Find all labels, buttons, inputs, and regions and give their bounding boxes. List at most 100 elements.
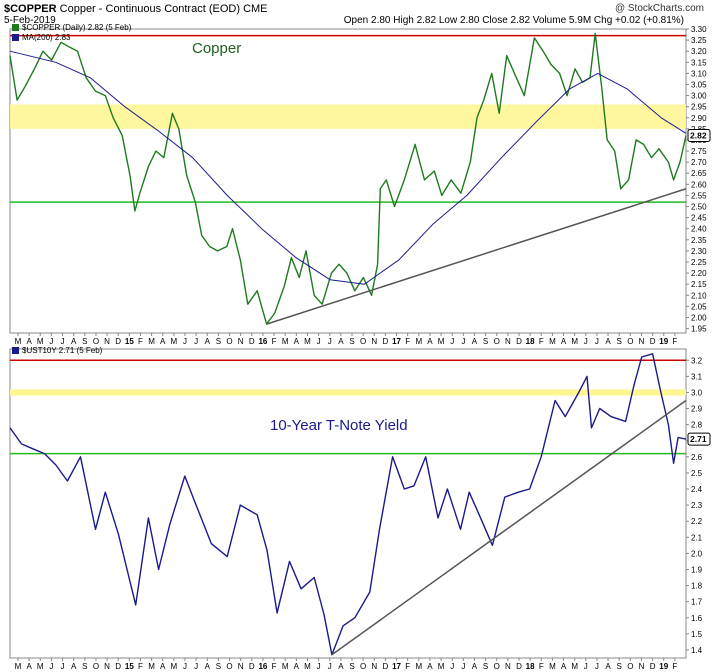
panel2-xtick-label: J: [183, 662, 187, 671]
panel1-xtick-label: A: [472, 337, 478, 346]
panel1-ytick-label: 1.95: [691, 325, 707, 334]
exchange-label: CME: [243, 3, 268, 15]
panel2-xtick-label: N: [238, 662, 244, 671]
panel1-xtick-label: F: [672, 337, 677, 346]
panel1-ytick-label: 2.95: [691, 103, 707, 112]
panel1-ytick-label: 3.20: [691, 47, 707, 56]
panel1-xtick-label: D: [383, 337, 389, 346]
panel1-xtick-label: F: [405, 337, 410, 346]
panel1-last-value-label: 2.82: [690, 131, 707, 141]
chart-date: 5-Feb-2019: [4, 15, 56, 26]
panel1-xtick-label: D: [650, 337, 656, 346]
panel1-legend-swatch: [12, 34, 19, 41]
panel1-ytick-label: 2.10: [691, 291, 707, 300]
panel2-xtick-label: D: [115, 662, 121, 671]
panel1-xtick-label: M: [37, 337, 44, 346]
panel2-ytick-label: 3.1: [691, 372, 703, 381]
panel1-xtick-label: J: [183, 337, 187, 346]
panel1-xtick-label: J: [595, 337, 599, 346]
panel1-trendline: [266, 188, 687, 325]
panel2-xtick-label: J: [584, 662, 588, 671]
panel1-frame: [9, 28, 687, 334]
panel2-xtick-label: J: [49, 662, 53, 671]
symbol-label: $COPPER: [4, 3, 57, 15]
panel1-xtick-label: 19: [659, 337, 668, 346]
panel1-xtick-label: F: [272, 337, 277, 346]
panel2-xtick-label: J: [450, 662, 454, 671]
panel2-ytick-label: 1.5: [691, 630, 703, 639]
panel2-xtick-label: O: [93, 662, 99, 671]
panel2-ytick-label: 2.6: [691, 453, 703, 462]
panel2-xtick-label: N: [104, 662, 110, 671]
panel2-xtick-label: 15: [125, 662, 134, 671]
panel1-xtick-label: S: [82, 337, 87, 346]
panel1-ytick-label: 2.20: [691, 269, 707, 278]
panel2-xtick-label: A: [472, 662, 478, 671]
panel1-xtick-label: O: [627, 337, 633, 346]
panel2-xtick-label: S: [349, 662, 354, 671]
panel1-ytick-label: 2.30: [691, 247, 707, 256]
panel1-ytick-label: 2.90: [691, 114, 707, 123]
panel2-legend-swatch: [12, 347, 19, 354]
panel2-ytick-label: 2.5: [691, 469, 703, 478]
panel2-xtick-label: A: [71, 662, 77, 671]
panel1-xtick-label: N: [639, 337, 645, 346]
panel1-legend-label: $COPPER (Daily) 2.82 (5 Feb): [22, 23, 132, 32]
panel2-xtick-label: J: [461, 662, 465, 671]
panel2-xtick-label: S: [82, 662, 87, 671]
panel2-ytick-label: 2.4: [691, 485, 703, 494]
panel2-ytick-label: 2.3: [691, 501, 703, 510]
panel2-xtick-label: A: [26, 662, 32, 671]
panel1-xtick-label: J: [461, 337, 465, 346]
panel1-ytick-label: 3.00: [691, 92, 707, 101]
panel1-xtick-label: A: [26, 337, 32, 346]
panel2-xtick-label: M: [171, 662, 178, 671]
panel1-xtick-label: S: [617, 337, 622, 346]
panel1-xtick-label: J: [49, 337, 53, 346]
panel2-ytick-label: 1.6: [691, 614, 703, 623]
panel1-xtick-label: O: [226, 337, 232, 346]
panel1-xtick-label: O: [494, 337, 500, 346]
panel2-xtick-label: F: [138, 662, 143, 671]
panel1-xtick-label: D: [115, 337, 121, 346]
panel1-ytick-label: 2.50: [691, 203, 707, 212]
panel2-xtick-label: A: [427, 662, 433, 671]
panel1-legend-swatch: [12, 24, 19, 31]
panel2-xtick-label: S: [617, 662, 622, 671]
panel1-ytick-label: 2.55: [691, 191, 707, 200]
panel1-ytick-label: 2.40: [691, 225, 707, 234]
panel1-xtick-label: J: [328, 337, 332, 346]
panel1-xtick-label: 15: [125, 337, 134, 346]
panel1-series-ma200: [9, 50, 687, 285]
panel2-xtick-label: N: [505, 662, 511, 671]
panel1-xtick-label: A: [294, 337, 300, 346]
panel2-xtick-label: S: [483, 662, 488, 671]
panel1-xtick-label: M: [549, 337, 556, 346]
panel1-ytick-label: 2.75: [691, 147, 707, 156]
panel1-ytick-label: 2.70: [691, 158, 707, 167]
panel1-title: Copper: [192, 40, 241, 57]
panel2-xtick-label: A: [205, 662, 211, 671]
panel1-xtick-label: J: [194, 337, 198, 346]
panel2-ytick-label: 1.8: [691, 582, 703, 591]
panel2-xtick-label: O: [226, 662, 232, 671]
panel1-xtick-label: J: [584, 337, 588, 346]
panel2-xtick-label: D: [249, 662, 255, 671]
panel2-xtick-label: D: [383, 662, 389, 671]
panel1-xtick-label: A: [160, 337, 166, 346]
panel2-last-value-box: [687, 432, 711, 446]
panel1-ytick-label: 3.30: [691, 25, 707, 34]
panel2-ytick-label: 2.9: [691, 405, 703, 414]
panel1-xtick-label: M: [148, 337, 155, 346]
panel2-xtick-label: M: [282, 662, 289, 671]
panel2-xtick-label: F: [272, 662, 277, 671]
panel2-series-ust10y: [9, 353, 687, 656]
panel2-xtick-label: M: [148, 662, 155, 671]
panel1-ytick-label: 2.60: [691, 180, 707, 189]
panel2-xtick-label: F: [405, 662, 410, 671]
panel1-xtick-label: F: [138, 337, 143, 346]
panel1-ytick-label: 3.05: [691, 80, 707, 89]
panel2-xtick-label: A: [605, 662, 611, 671]
panel1-ytick-label: 2.00: [691, 313, 707, 322]
panel2-ytick-label: 1.9: [691, 565, 703, 574]
